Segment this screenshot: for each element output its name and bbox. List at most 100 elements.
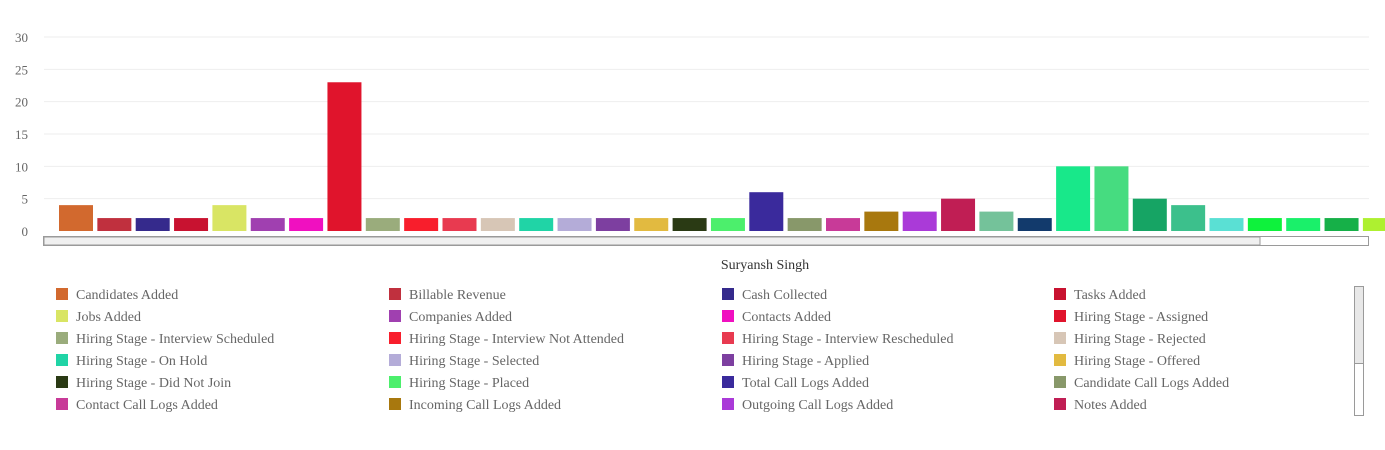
legend-label: Hiring Stage - Placed xyxy=(409,376,530,391)
legend-swatch xyxy=(722,288,734,300)
legend-item[interactable]: Hiring Stage - Rejected xyxy=(1054,330,1206,352)
legend-label: Hiring Stage - Interview Not Attended xyxy=(409,332,625,347)
y-axis-ticks: 0 5 10 15 20 25 30 xyxy=(15,30,28,239)
bar[interactable] xyxy=(1247,218,1282,231)
legend-swatch xyxy=(389,376,401,388)
bar[interactable] xyxy=(557,218,592,231)
legend-label: Contacts Added xyxy=(742,310,832,325)
legend-swatch xyxy=(722,310,734,322)
legend-label: Outgoing Call Logs Added xyxy=(742,398,894,412)
horizontal-scrollbar[interactable] xyxy=(43,236,1369,246)
bar[interactable] xyxy=(864,211,899,231)
bar[interactable] xyxy=(595,218,630,231)
bar[interactable] xyxy=(212,205,247,231)
legend-swatch xyxy=(56,354,68,366)
legend-swatch xyxy=(389,398,401,410)
bar[interactable] xyxy=(634,218,669,231)
legend-label: Incoming Call Logs Added xyxy=(409,398,562,412)
bar[interactable] xyxy=(941,198,976,231)
bar[interactable] xyxy=(327,82,362,232)
legend-label: Hiring Stage - Applied xyxy=(742,354,870,369)
bar[interactable] xyxy=(749,192,784,231)
legend-swatch xyxy=(389,288,401,300)
bar[interactable] xyxy=(135,218,170,231)
bar[interactable] xyxy=(979,211,1014,231)
legend-item[interactable]: Hiring Stage - Assigned xyxy=(1054,308,1208,330)
bar[interactable] xyxy=(250,218,285,231)
legend-item[interactable]: Candidate Call Logs Added xyxy=(1054,374,1229,396)
legend-label: Candidate Call Logs Added xyxy=(1074,376,1230,391)
legend-label: Tasks Added xyxy=(1074,288,1146,303)
legend-item[interactable]: Tasks Added xyxy=(1054,286,1146,308)
y-tick-label: 0 xyxy=(22,224,29,239)
legend-label: Hiring Stage - Interview Rescheduled xyxy=(742,332,954,347)
legend-swatch xyxy=(56,310,68,322)
legend-item[interactable]: Notes Added xyxy=(1054,396,1147,412)
legend-swatch xyxy=(1054,398,1066,410)
legend-item[interactable]: Hiring Stage - Placed xyxy=(389,374,529,396)
legend-item[interactable]: Incoming Call Logs Added xyxy=(389,396,561,412)
bar[interactable] xyxy=(1286,218,1321,231)
legend-item[interactable]: Hiring Stage - Selected xyxy=(389,352,539,374)
bar[interactable] xyxy=(1132,198,1167,231)
bar[interactable] xyxy=(519,218,554,231)
legend-label: Hiring Stage - Interview Scheduled xyxy=(76,332,275,347)
bar[interactable] xyxy=(1094,166,1129,231)
bar[interactable] xyxy=(1171,205,1206,231)
bar[interactable] xyxy=(672,218,707,231)
legend-item[interactable]: Total Call Logs Added xyxy=(722,374,869,396)
legend-swatch xyxy=(722,398,734,410)
legend-item[interactable]: Hiring Stage - Offered xyxy=(1054,352,1200,374)
legend-item[interactable]: Candidates Added xyxy=(56,286,178,308)
legend-item[interactable]: Hiring Stage - Interview Rescheduled xyxy=(722,330,954,352)
legend-item[interactable]: Billable Revenue xyxy=(389,286,506,308)
legend-swatch xyxy=(1054,354,1066,366)
bar[interactable] xyxy=(97,218,132,231)
legend-item[interactable]: Hiring Stage - On Hold xyxy=(56,352,207,374)
legend-swatch xyxy=(722,332,734,344)
legend-item[interactable]: Contact Call Logs Added xyxy=(56,396,218,412)
legend-label: Cash Collected xyxy=(742,288,828,303)
legend-item[interactable]: Hiring Stage - Interview Scheduled xyxy=(56,330,274,352)
bar[interactable] xyxy=(1324,218,1359,231)
legend-swatch xyxy=(389,354,401,366)
legend-label: Billable Revenue xyxy=(409,288,506,303)
legend-item[interactable]: Jobs Added xyxy=(56,308,141,330)
bar[interactable] xyxy=(59,205,93,231)
legend-scrollbar[interactable] xyxy=(1354,286,1364,416)
legend-item[interactable]: Cash Collected xyxy=(722,286,827,308)
legend-item[interactable]: Companies Added xyxy=(389,308,512,330)
legend-item[interactable]: Hiring Stage - Did Not Join xyxy=(56,374,231,396)
legend-swatch xyxy=(1054,376,1066,388)
bar[interactable] xyxy=(289,218,324,231)
legend-label: Hiring Stage - On Hold xyxy=(76,354,208,369)
bar[interactable] xyxy=(404,218,439,231)
legend-label: Notes Added xyxy=(1074,398,1147,412)
bar[interactable] xyxy=(902,211,937,231)
legend-label: Hiring Stage - Offered xyxy=(1074,354,1201,369)
bar[interactable] xyxy=(826,218,860,231)
legend-scrollbar-thumb[interactable] xyxy=(1355,287,1363,364)
y-tick-label: 15 xyxy=(15,127,28,142)
scrollbar-thumb[interactable] xyxy=(43,236,1261,246)
grid-lines xyxy=(44,36,1369,200)
legend: Candidates Added Billable Revenue Cash Col… xyxy=(56,286,1346,412)
x-axis-label: Suryansh Singh xyxy=(721,258,809,273)
bar[interactable] xyxy=(480,218,515,231)
bar[interactable] xyxy=(365,218,400,231)
legend-item[interactable]: Contacts Added xyxy=(722,308,831,330)
bar[interactable] xyxy=(174,218,209,231)
bar[interactable] xyxy=(1056,166,1091,231)
legend-label: Total Call Logs Added xyxy=(742,376,869,391)
legend-swatch xyxy=(56,398,68,410)
bar[interactable] xyxy=(1017,218,1052,231)
bar[interactable] xyxy=(787,218,822,231)
legend-item[interactable]: Hiring Stage - Applied xyxy=(722,352,869,374)
bar[interactable] xyxy=(442,218,477,231)
bar[interactable] xyxy=(710,218,745,231)
legend-item[interactable]: Hiring Stage - Interview Not Attended xyxy=(389,330,624,352)
bar[interactable] xyxy=(1209,218,1244,231)
bar[interactable] xyxy=(1362,218,1385,231)
legend-item[interactable]: Outgoing Call Logs Added xyxy=(722,396,893,412)
